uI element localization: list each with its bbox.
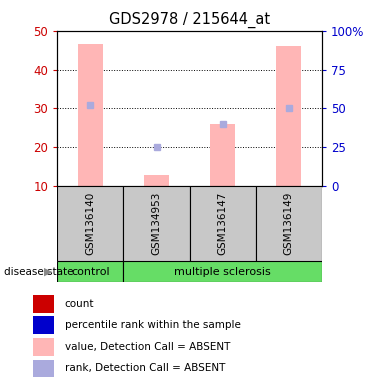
Bar bbox=[144, 175, 169, 186]
Bar bbox=[33, 295, 54, 313]
Text: rank, Detection Call = ABSENT: rank, Detection Call = ABSENT bbox=[65, 363, 225, 373]
Text: value, Detection Call = ABSENT: value, Detection Call = ABSENT bbox=[65, 342, 230, 352]
Bar bbox=[210, 124, 235, 186]
Bar bbox=[57, 186, 124, 261]
Title: GDS2978 / 215644_at: GDS2978 / 215644_at bbox=[109, 12, 270, 28]
Bar bbox=[276, 46, 302, 186]
Text: GSM134953: GSM134953 bbox=[152, 192, 162, 255]
Text: control: control bbox=[71, 266, 110, 277]
Bar bbox=[57, 261, 124, 282]
Bar bbox=[33, 359, 54, 377]
Text: count: count bbox=[65, 299, 94, 309]
Text: GSM136149: GSM136149 bbox=[284, 192, 294, 255]
Bar bbox=[256, 186, 322, 261]
Bar bbox=[124, 261, 322, 282]
Text: ▶: ▶ bbox=[44, 266, 52, 277]
Text: GSM136147: GSM136147 bbox=[218, 192, 228, 255]
Bar bbox=[33, 316, 54, 334]
Bar bbox=[78, 44, 103, 186]
Bar bbox=[189, 186, 256, 261]
Text: percentile rank within the sample: percentile rank within the sample bbox=[65, 320, 240, 330]
Text: GSM136140: GSM136140 bbox=[85, 192, 95, 255]
Text: disease state: disease state bbox=[4, 266, 73, 277]
Text: multiple sclerosis: multiple sclerosis bbox=[174, 266, 271, 277]
Bar bbox=[33, 338, 54, 356]
Bar bbox=[124, 186, 189, 261]
